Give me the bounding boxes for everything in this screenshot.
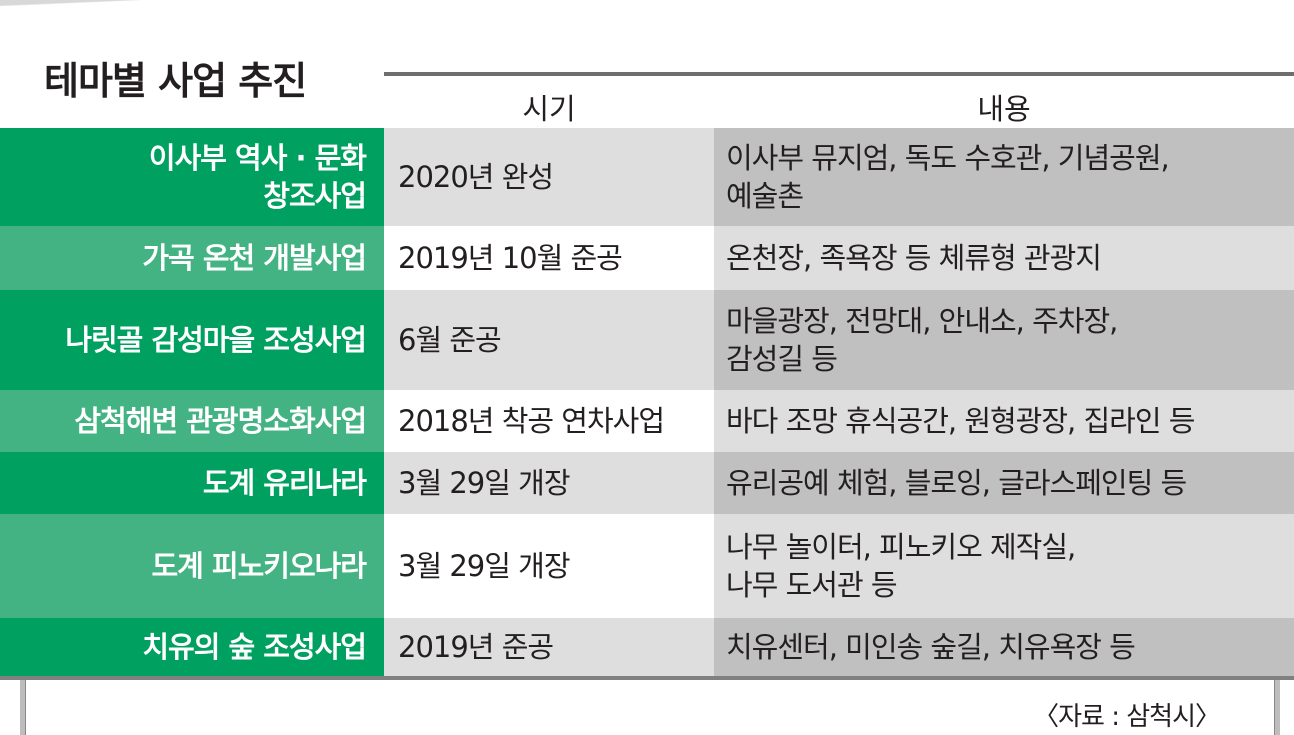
project-name: 삼척해변 관광명소화사업	[0, 390, 384, 452]
project-name-line: 창조사업	[263, 179, 367, 213]
table-row: 도계 피노키오나라 3월 29일 개장 나무 놀이터, 피노키오 제작실, 나무 도서…	[0, 514, 1294, 618]
project-content-line: 마을광장, 전망대, 안내소, 주차장,	[726, 304, 1118, 338]
project-content-line: 감성길 등	[726, 342, 838, 376]
project-name: 도계 피노키오나라	[0, 514, 384, 618]
table-row: 삼척해변 관광명소화사업 2018년 착공 연차사업 바다 조망 휴식공간, 원형광…	[0, 390, 1294, 452]
project-table: 이사부 역사 · 문화 창조사업 2020년 완성 이사부 뮤지엄, 독도 수호관, …	[0, 128, 1294, 676]
bottom-rule	[0, 676, 1294, 680]
table-row: 가곡 온천 개발사업 2019년 10월 준공 온천장, 족욕장 등 체류형 관광지	[0, 226, 1294, 290]
project-name: 나릿골 감성마을 조성사업	[0, 290, 384, 390]
project-content-line: 유리공예 체험, 블로잉, 글라스페인팅 등	[726, 466, 1187, 500]
project-content: 마을광장, 전망대, 안내소, 주차장, 감성길 등	[714, 290, 1294, 390]
project-content: 이사부 뮤지엄, 독도 수호관, 기념공원, 예술촌	[714, 128, 1294, 226]
project-name: 치유의 숲 조성사업	[0, 618, 384, 676]
project-name-line: 도계 피노키오나라	[151, 549, 367, 583]
column-header-when: 시기	[522, 92, 576, 126]
source-note: 〈자료 : 삼척시〉	[1033, 702, 1221, 732]
project-name: 가곡 온천 개발사업	[0, 226, 384, 290]
frame-right	[1274, 680, 1280, 735]
project-name-line: 가곡 온천 개발사업	[142, 241, 367, 275]
project-name: 도계 유리나라	[0, 452, 384, 514]
project-period: 3월 29일 개장	[384, 452, 714, 514]
project-content: 치유센터, 미인송 숲길, 치유욕장 등	[714, 618, 1294, 676]
project-name-line: 도계 유리나라	[202, 466, 367, 500]
column-header-what: 내용	[977, 92, 1031, 126]
corner-decoration	[0, 0, 140, 6]
project-content-line: 예술촌	[726, 179, 804, 213]
project-period: 2019년 준공	[384, 618, 714, 676]
project-content-line: 바다 조망 휴식공간, 원형광장, 집라인 등	[726, 404, 1195, 438]
project-period: 3월 29일 개장	[384, 514, 714, 618]
table-row: 치유의 숲 조성사업 2019년 준공 치유센터, 미인송 숲길, 치유욕장 등	[0, 618, 1294, 676]
project-content-line: 치유센터, 미인송 숲길, 치유욕장 등	[726, 630, 1136, 664]
project-content-line: 나무 놀이터, 피노키오 제작실,	[726, 530, 1076, 564]
project-period: 2018년 착공 연차사업	[384, 390, 714, 452]
table-row: 이사부 역사 · 문화 창조사업 2020년 완성 이사부 뮤지엄, 독도 수호관, …	[0, 128, 1294, 226]
project-content: 나무 놀이터, 피노키오 제작실, 나무 도서관 등	[714, 514, 1294, 618]
project-content: 온천장, 족욕장 등 체류형 관광지	[714, 226, 1294, 290]
project-name-line: 이사부 역사 · 문화	[148, 141, 367, 175]
project-content-line: 이사부 뮤지엄, 독도 수호관, 기념공원,	[726, 141, 1170, 175]
project-content-line: 온천장, 족욕장 등 체류형 관광지	[726, 241, 1102, 275]
frame-left	[20, 680, 26, 735]
project-name-line: 치유의 숲 조성사업	[142, 630, 367, 664]
project-name-line: 삼척해변 관광명소화사업	[74, 404, 367, 438]
table-row: 도계 유리나라 3월 29일 개장 유리공예 체험, 블로잉, 글라스페인팅 등	[0, 452, 1294, 514]
page-title: 테마별 사업 추진	[44, 59, 307, 103]
project-period: 2020년 완성	[384, 128, 714, 226]
project-period: 6월 준공	[384, 290, 714, 390]
project-content: 바다 조망 휴식공간, 원형광장, 집라인 등	[714, 390, 1294, 452]
table-row: 나릿골 감성마을 조성사업 6월 준공 마을광장, 전망대, 안내소, 주차장, 감성…	[0, 290, 1294, 390]
project-period: 2019년 10월 준공	[384, 226, 714, 290]
project-content: 유리공예 체험, 블로잉, 글라스페인팅 등	[714, 452, 1294, 514]
header-rule	[384, 72, 1294, 76]
project-content-line: 나무 도서관 등	[726, 568, 898, 602]
project-name-line: 나릿골 감성마을 조성사업	[65, 323, 367, 357]
